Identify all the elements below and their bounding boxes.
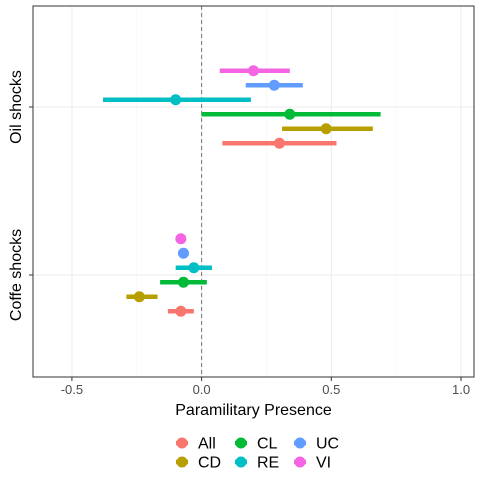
estimate-point [133, 291, 145, 303]
estimate-point [320, 123, 332, 135]
legend-item: VI [294, 455, 331, 472]
legend-item: CD [176, 455, 221, 472]
legend-label: All [198, 436, 216, 453]
legend: All CD CL RE UC VI [176, 436, 339, 472]
plot-border [32, 5, 475, 378]
estimate-point [170, 94, 182, 106]
y-axis: Oil shocks Coffe shocks [8, 70, 33, 321]
x-tick-label: 0.5 [322, 382, 340, 397]
category-label: Oil shocks [8, 70, 25, 144]
x-tick-label: -0.5 [61, 382, 83, 397]
estimate-point [284, 108, 296, 120]
x-tick-label: 1.0 [452, 382, 470, 397]
x-axis: -0.5 0.0 0.5 1.0 [61, 377, 470, 397]
legend-label: UC [316, 436, 339, 453]
estimate-point [248, 65, 259, 77]
estimate-point [177, 247, 189, 259]
legend-key-point [294, 437, 306, 449]
legend-label: VI [316, 455, 331, 472]
legend-label: CD [198, 455, 221, 472]
x-axis-title: Paramilitary Presence [175, 402, 332, 419]
legend-key-point [176, 456, 188, 468]
legend-label: RE [257, 455, 279, 472]
legend-item: CL [235, 436, 278, 453]
legend-item: RE [235, 455, 279, 472]
estimate-point [177, 276, 189, 288]
legend-key-point [235, 456, 247, 468]
estimate-point [273, 137, 285, 149]
estimate-point [188, 262, 200, 274]
x-tick-label: 0.0 [193, 382, 211, 397]
estimate-point [175, 233, 187, 245]
legend-label: CL [257, 436, 278, 453]
legend-key-point [176, 437, 188, 449]
estimate-point [268, 79, 280, 91]
category-label: Coffe shocks [8, 229, 25, 321]
estimate-point [175, 305, 187, 317]
data-marks [103, 65, 381, 317]
legend-key-point [235, 437, 247, 449]
legend-item: UC [294, 436, 339, 453]
legend-item: All [176, 436, 216, 453]
legend-key-point [294, 456, 306, 468]
